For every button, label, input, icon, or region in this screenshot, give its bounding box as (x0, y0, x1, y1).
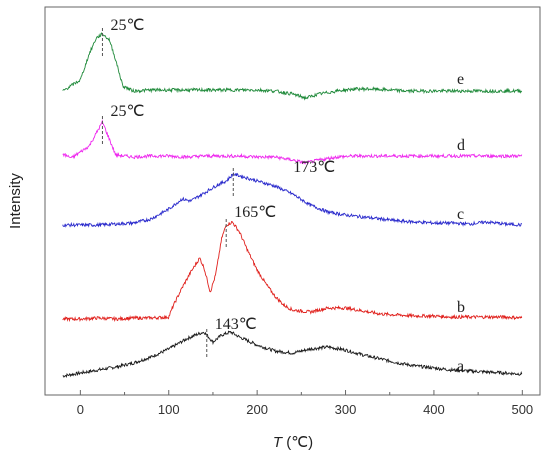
curve-label-c: c (457, 206, 464, 223)
x-axis-unit: (℃) (286, 434, 313, 451)
x-tick-label: 200 (246, 402, 268, 417)
y-axis-title: Intensity (7, 173, 24, 229)
curve-d (62, 119, 523, 165)
curve-b (62, 220, 523, 323)
peak-label-a: 143℃ (215, 316, 257, 333)
peak-label-b: 165℃ (234, 204, 276, 221)
peak-label-c: 173℃ (293, 159, 335, 176)
curve-e (62, 32, 523, 101)
x-tick-label: 100 (158, 402, 180, 417)
peak-markers: 143℃ 165℃ 173℃ 25℃ 25℃ (101, 17, 335, 357)
curve-a (62, 330, 523, 379)
x-tick-label: 300 (335, 402, 357, 417)
curve-label-d: d (457, 137, 465, 154)
curve-label-e: e (457, 71, 464, 88)
curve-c (62, 171, 522, 228)
peak-label-e: 25℃ (110, 17, 144, 34)
x-axis-symbol: T (273, 434, 284, 451)
curve-label-a: a (457, 358, 464, 375)
peak-label-d: 25℃ (110, 103, 144, 120)
curves: a b c d e (62, 32, 523, 379)
x-tick-label: 500 (511, 402, 533, 417)
x-axis: 0 100 200 300 400 500 (77, 390, 533, 417)
x-tick-label: 400 (423, 402, 445, 417)
x-axis-title: T (℃) (273, 434, 313, 451)
x-tick-label: 0 (77, 402, 84, 417)
curve-label-b: b (457, 299, 465, 316)
plot-frame (44, 6, 541, 396)
